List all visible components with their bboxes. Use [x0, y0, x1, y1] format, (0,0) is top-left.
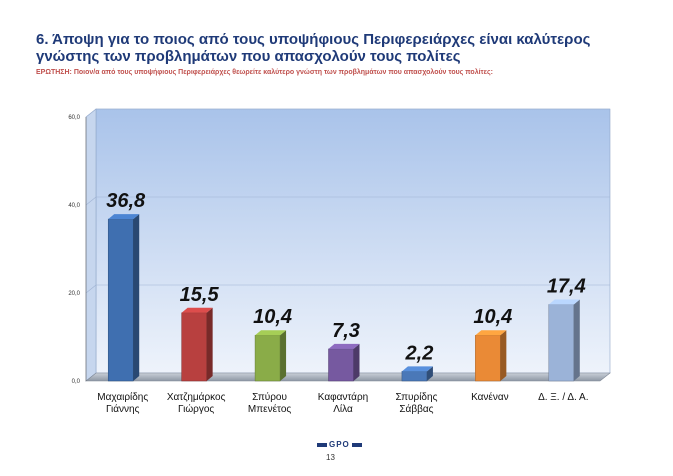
- bar-side: [280, 330, 287, 381]
- bar-chart: 0,0 20,0 40,0 60,0 36,8 Μαχαιρίδης Γιάννης 15,5…: [68, 108, 611, 415]
- bar-value-label: 15,5: [180, 284, 220, 306]
- gridline-side: [85, 108, 97, 118]
- bar-top: [328, 343, 360, 349]
- chart-title: 6. Άποψη για το ποιος από τους υποψήφιου…: [36, 31, 591, 65]
- y-tick-label: 0,0: [72, 379, 81, 385]
- bar-value-label: 36,8: [106, 190, 146, 212]
- x-category-label: Κανέναν: [471, 391, 509, 403]
- gridline-side: [85, 196, 97, 206]
- x-category-label: Σπυρίδης Σάββας: [395, 391, 437, 415]
- x-category-label: Χατζημάρκος Γιώργος: [167, 391, 226, 415]
- bar-value-label: 7,3: [332, 320, 360, 342]
- bar-top: [401, 366, 433, 372]
- bar: [181, 312, 207, 382]
- bar-side: [500, 330, 507, 381]
- survey-question: ΕΡΩΤΗΣΗ: Ποιον/α από τους υποψήφιους Περ…: [36, 69, 493, 76]
- gpo-logo: GPO: [315, 440, 364, 449]
- bar-value-label: 17,4: [547, 275, 586, 297]
- bar-side: [206, 307, 213, 381]
- x-category-label: Μαχαιρίδης Γιάννης: [97, 391, 148, 415]
- x-category-label: Καφαντάρη Λίλα: [318, 391, 368, 415]
- page-number: 13: [326, 453, 335, 462]
- bar: [475, 334, 501, 382]
- bar-top: [475, 330, 507, 336]
- bar-side: [133, 214, 140, 381]
- bar-top: [181, 307, 213, 313]
- bar: [107, 218, 134, 382]
- x-category-label: Σπύρου Μπενέτος: [248, 391, 292, 415]
- bar-value-label: 10,4: [253, 306, 292, 328]
- bar: [548, 304, 575, 382]
- y-tick-label: 60,0: [68, 115, 80, 121]
- bar-value-label: 10,4: [473, 306, 512, 328]
- y-tick-label: 40,0: [68, 203, 80, 209]
- bar-top: [108, 214, 140, 220]
- bar-top: [255, 330, 287, 336]
- bar-value-label: 2,2: [405, 342, 434, 364]
- gridline-side: [85, 284, 97, 294]
- bar-side: [573, 299, 580, 381]
- bar: [328, 348, 354, 382]
- bar-top: [548, 299, 580, 305]
- bar: [401, 371, 428, 382]
- bar: [254, 334, 281, 382]
- x-category-label: Δ. Ξ. / Δ. Α.: [538, 392, 588, 403]
- y-tick-label: 20,0: [68, 291, 80, 297]
- chart-side-wall: [85, 108, 97, 382]
- bar-side: [353, 343, 360, 381]
- bar-side: [426, 366, 433, 381]
